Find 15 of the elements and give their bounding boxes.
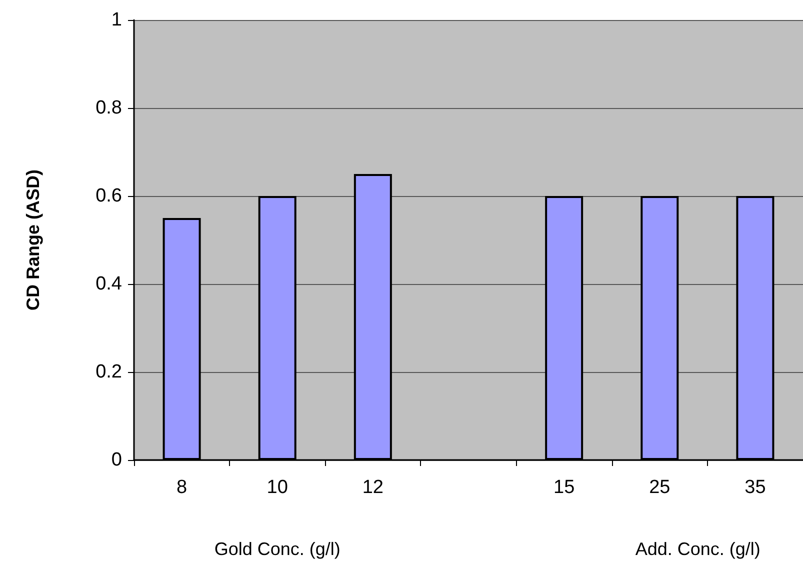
- y-tick-label: 0.4: [96, 274, 122, 294]
- y-tick-label: 0.6: [96, 186, 122, 206]
- y-tick-label: 0.2: [96, 362, 122, 382]
- text: Gold Conc. (g/l): [214, 539, 340, 559]
- y-tick-label: 0.8: [96, 98, 122, 118]
- x-tick-label: 15: [554, 477, 575, 498]
- y-axis-title: CD Range (ASD): [23, 169, 43, 311]
- x-tick-label: 35: [744, 477, 766, 498]
- y-tick-label: 1: [111, 10, 122, 30]
- text: Add. Conc. (g/l): [635, 539, 760, 559]
- x-tick-label: 12: [362, 477, 384, 498]
- x-tick-label: 8: [176, 477, 188, 498]
- x-tick-label: 25: [649, 477, 670, 498]
- y-tick-label: 0: [111, 450, 122, 470]
- x-tick-label: 10: [266, 477, 288, 498]
